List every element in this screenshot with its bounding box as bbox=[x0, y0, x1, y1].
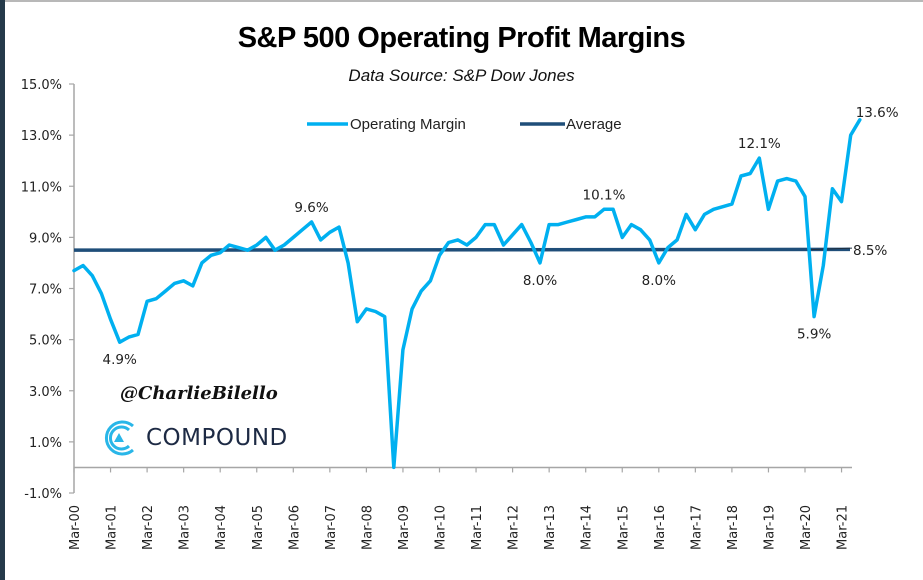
data-label: 5.9% bbox=[797, 327, 831, 343]
operating-margin-line bbox=[72, 118, 862, 470]
y-tick-label: 15.0% bbox=[21, 78, 62, 93]
x-tick-label: Mar-17 bbox=[689, 505, 704, 550]
y-tick-label: 1.0% bbox=[29, 436, 62, 451]
window-top-border bbox=[0, 0, 923, 2]
x-tick-label: Mar-08 bbox=[360, 505, 375, 550]
chart-title: S&P 500 Operating Profit Margins bbox=[237, 22, 686, 54]
x-tick-label: Mar-04 bbox=[214, 505, 229, 550]
data-label: 4.9% bbox=[103, 352, 137, 368]
legend-label-operating-margin: Operating Margin bbox=[350, 116, 466, 133]
x-tick-label: Mar-07 bbox=[324, 505, 339, 550]
x-tick-label: Mar-20 bbox=[799, 505, 814, 550]
x-tick-label: Mar-21 bbox=[836, 505, 851, 550]
x-tick-label: Mar-02 bbox=[141, 505, 156, 550]
logo-text: COMPOUND bbox=[146, 425, 288, 451]
x-tick-label: Mar-19 bbox=[762, 505, 777, 550]
x-tick-label: Mar-03 bbox=[178, 505, 193, 550]
y-tick-label: 11.0% bbox=[21, 180, 62, 195]
x-tick-label: Mar-09 bbox=[397, 505, 412, 550]
legend-label-average: Average bbox=[566, 116, 622, 133]
x-tick-label: Mar-00 bbox=[68, 505, 83, 550]
x-tick-label: Mar-05 bbox=[251, 505, 266, 550]
y-tick-label: 13.0% bbox=[21, 129, 62, 144]
y-tick-label: -1.0% bbox=[24, 487, 62, 502]
y-tick-label: 3.0% bbox=[29, 385, 62, 400]
x-tick-label: Mar-10 bbox=[434, 505, 449, 550]
window-left-border bbox=[0, 0, 5, 580]
data-label: 10.1% bbox=[583, 187, 626, 203]
data-label: 8.0% bbox=[642, 273, 676, 289]
y-axis: -1.0% 1.0% 3.0% 5.0% 7.0% 9.0% 11.0% 13.0% 15.0% bbox=[21, 78, 75, 502]
x-tick-label: Mar-15 bbox=[616, 505, 631, 550]
y-tick-label: 7.0% bbox=[29, 283, 62, 298]
author-handle: @CharlieBilello bbox=[120, 383, 278, 404]
data-label: 8.5% bbox=[853, 243, 887, 259]
compound-c-logo-icon bbox=[104, 420, 134, 456]
chart-subtitle: Data Source: S&P Dow Jones bbox=[348, 66, 575, 85]
data-label: 8.0% bbox=[523, 273, 557, 289]
x-tick-label: Mar-13 bbox=[543, 505, 558, 550]
data-label: 13.6% bbox=[856, 105, 899, 121]
y-tick-label: 5.0% bbox=[29, 334, 62, 349]
y-tick-label: 9.0% bbox=[29, 231, 62, 246]
x-axis: Mar-00 Mar-01 Mar-02 Mar-03 Mar-04 Mar-05 Mar-… bbox=[68, 466, 852, 550]
series-layer bbox=[72, 118, 862, 470]
x-tick-label: Mar-06 bbox=[287, 505, 302, 550]
data-label: 9.6% bbox=[294, 200, 328, 216]
data-label: 12.1% bbox=[738, 136, 781, 152]
x-tick-label: Mar-11 bbox=[470, 505, 485, 550]
x-tick-label: Mar-14 bbox=[580, 505, 595, 550]
average-line bbox=[73, 247, 851, 252]
data-labels: 4.9% 9.6% 8.0% 10.1% 8.0% 12.1% 5.9% 13.6% 8.5% bbox=[103, 105, 899, 368]
compound-logo: COMPOUND bbox=[100, 418, 288, 458]
x-tick-label: Mar-16 bbox=[653, 505, 668, 550]
x-tick-label: Mar-18 bbox=[726, 505, 741, 550]
legend: Operating Margin Average bbox=[307, 116, 622, 133]
x-tick-label: Mar-12 bbox=[507, 505, 522, 550]
average-leader-line bbox=[809, 247, 853, 251]
x-tick-label: Mar-01 bbox=[105, 505, 120, 550]
